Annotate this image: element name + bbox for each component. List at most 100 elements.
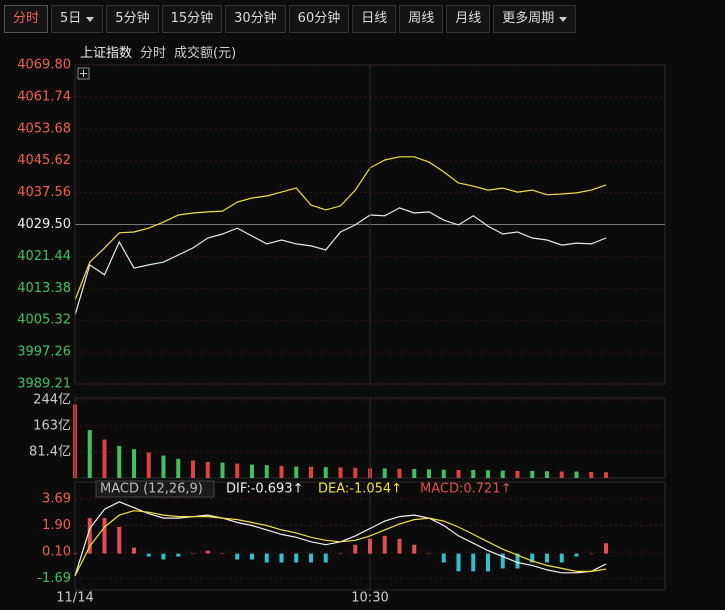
bar [338,553,343,555]
y-tick-label: 0.10 [42,545,71,560]
bar [574,471,579,478]
bar [441,553,446,563]
tab[interactable]: 5日 [51,5,104,33]
series-line [74,156,607,301]
tab[interactable]: 60分钟 [288,5,350,33]
bar [427,469,431,478]
tab-label: 周线 [408,11,435,26]
bar [205,462,210,478]
bar [515,553,520,569]
crosshair-toggle[interactable] [77,67,90,80]
y-tick-label: 3.69 [42,492,71,507]
y-tick-label: 163亿 [33,418,71,433]
bar [191,553,195,555]
bar [412,544,417,554]
bar [515,470,520,478]
y-tick-label: 4037.56 [17,185,71,200]
bar [235,463,240,478]
legend-entry: DIF:-0.693↑ [226,482,304,497]
bar [87,518,92,554]
x-tick-label: 10:30 [351,591,388,606]
y-tick-label: 4029.50 [17,217,71,232]
bar [471,470,476,478]
bar [604,543,608,554]
y-tick-label: 1.90 [42,518,71,533]
tab[interactable]: 日线 [352,5,397,33]
y-tick-label: 3997.26 [17,345,71,360]
series-line [74,207,607,316]
tab[interactable]: 分时 [4,5,49,33]
plus-icon [80,70,87,77]
legend-title: MACD (12,26,9) [100,482,203,497]
bar [530,470,535,478]
bar [530,553,535,563]
y-tick-label: 81.4亿 [29,444,71,459]
bar [412,469,417,478]
y-tick-label: 4069.80 [17,58,71,73]
bar [146,452,151,478]
y-tick-label: 244亿 [33,392,71,407]
bar [191,460,195,478]
tab-label: 日线 [361,11,388,26]
bar [397,538,402,554]
bar [250,553,254,560]
tab-label: 月线 [455,11,482,26]
bar [117,446,122,478]
bar [486,470,490,478]
bar [132,449,136,478]
volume-unit: 成交额(元) [174,46,237,61]
dropdown-arrow [86,16,95,22]
bar [441,469,446,478]
bar [205,550,210,554]
bar [161,455,166,478]
bar [176,553,181,557]
mode: 分时 [140,46,167,61]
bar [382,468,387,478]
bar [338,467,343,478]
y-tick-label: -1.69 [37,571,71,586]
tab-label: 5日 [60,11,82,26]
series-line [74,510,607,577]
y-tick-label: 3989.21 [17,377,71,392]
legend-entry: DEA:-1.054↑ [318,482,402,497]
bar [146,553,151,557]
bar [235,553,240,560]
tab[interactable]: 15分钟 [161,5,223,33]
tab-label: 分时 [13,11,40,26]
tab[interactable]: 30分钟 [225,5,286,33]
tab[interactable]: 周线 [399,5,444,33]
bar [589,471,594,478]
x-tick-label: 11/14 [56,591,93,606]
tab[interactable]: 更多周期 [493,5,577,33]
bar [117,526,122,554]
bar [102,518,107,554]
bar [102,439,107,478]
y-tick-label: 4005.32 [17,313,71,328]
y-tick-label: 4021.44 [17,249,71,264]
tab-label: 60分钟 [297,11,341,26]
bar [589,553,594,555]
bar [279,465,284,478]
bar [132,547,136,554]
tab-label: 更多周期 [502,11,555,26]
bar [545,553,549,563]
bar [427,553,431,555]
bar [323,553,328,563]
bar [294,466,299,478]
bar [220,462,225,478]
tab[interactable]: 5分钟 [106,5,159,33]
bar [500,553,505,569]
y-tick-label: 4061.74 [17,89,71,104]
bar [486,553,490,572]
legend-entry: MACD:0.721↑ [420,482,511,497]
bar [500,470,505,478]
bar [397,468,402,478]
y-tick-label: 4013.38 [17,281,71,296]
tab-label: 15分钟 [170,11,214,26]
bar [73,553,77,555]
bar [294,553,299,563]
tab[interactable]: 月线 [446,5,491,33]
bar [323,467,328,478]
bar [456,470,461,478]
